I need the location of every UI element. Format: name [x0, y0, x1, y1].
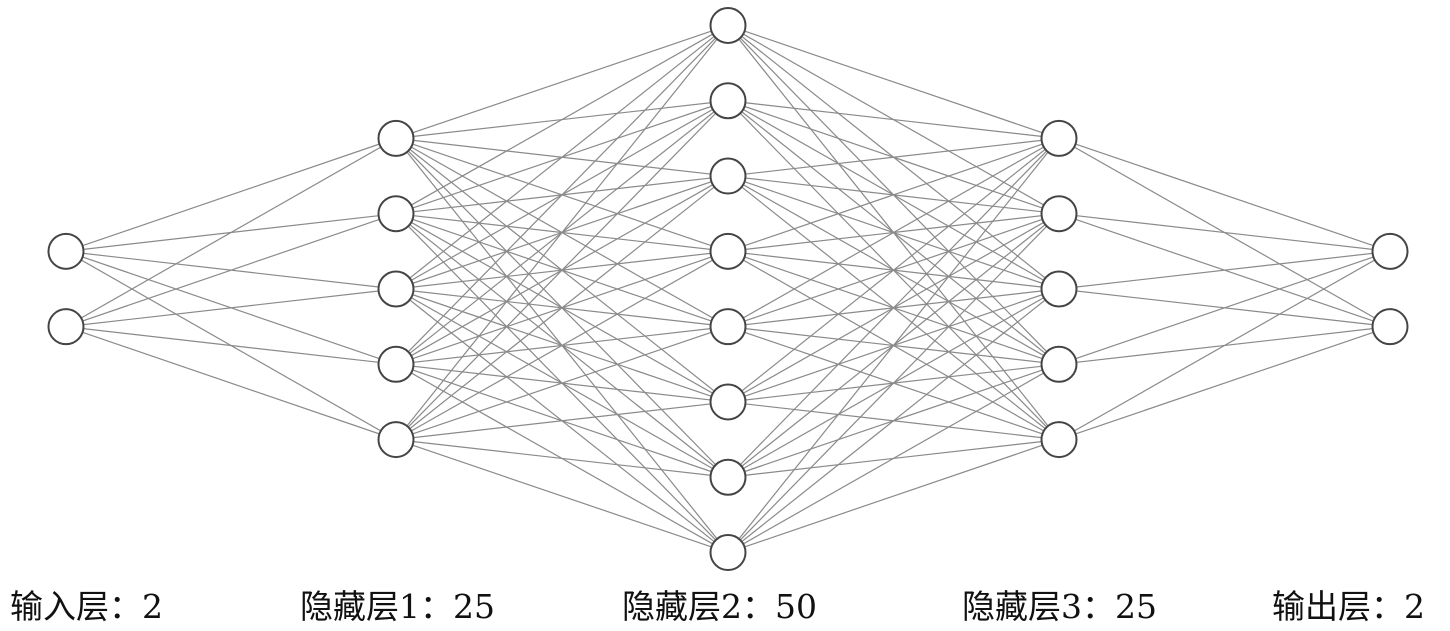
neuron-layer-3-node-2 [1040, 270, 1078, 308]
neuron-layer-1-node-1 [377, 195, 415, 233]
edge-l3n1-l4n0 [1058, 213, 1391, 252]
neuron-layer-3-node-4 [1040, 421, 1078, 459]
neuron-layer-2-node-6 [709, 458, 747, 496]
edge-l2n4-l3n0 [727, 137, 1060, 328]
edge-l1n4-l2n0 [395, 25, 729, 440]
neuron-layer-0-node-1 [47, 308, 85, 346]
edge-l2n3-l3n0 [727, 137, 1060, 252]
neuron-layer-3-node-1 [1040, 195, 1078, 233]
edge-l3n2-l4n0 [1058, 250, 1391, 290]
neuron-layer-2-node-1 [709, 82, 747, 120]
edge-l1n4-l2n5 [395, 401, 729, 441]
edge-l1n2-l2n0 [395, 24, 729, 290]
hidden-layer-2-label: 隐藏层2：50 [622, 587, 817, 626]
neuron-layer-3-node-3 [1040, 345, 1078, 383]
neuron-layer-1-node-2 [377, 270, 415, 308]
edge-l2n6-l3n0 [727, 137, 1060, 478]
hidden-layer-3-label: 隐藏层3：25 [962, 587, 1157, 626]
neuron-layer-4-node-0 [1371, 232, 1409, 270]
connection-edges [65, 24, 1391, 554]
neuron-layer-2-node-7 [709, 534, 747, 572]
edge-l3n0-l4n0 [1058, 137, 1391, 252]
neuron-layer-2-node-3 [709, 232, 747, 270]
neuron-layer-3-node-0 [1040, 119, 1078, 157]
neuron-layer-2-node-2 [709, 157, 747, 195]
edge-l2n2-l3n0 [727, 137, 1060, 177]
neuron-nodes [47, 6, 1409, 572]
edge-l1n1-l2n0 [395, 24, 729, 215]
edge-l1n4-l2n1 [395, 100, 729, 441]
edge-l0n1-l1n4 [65, 326, 397, 441]
neuron-layer-0-node-0 [47, 232, 85, 270]
edge-l1n0-l2n0 [395, 24, 729, 139]
edge-l2n5-l3n0 [727, 137, 1060, 403]
edge-l2n0-l3n0 [727, 24, 1060, 139]
edge-l2n7-l3n1 [727, 213, 1060, 553]
edge-l1n4-l2n7 [395, 439, 729, 554]
edge-l2n1-l3n0 [727, 100, 1060, 139]
output-layer-label: 输出层：2 [1272, 587, 1425, 626]
edge-l2n7-l3n4 [727, 439, 1060, 554]
edge-l2n7-l3n0 [727, 138, 1060, 553]
edge-l1n4-l2n6 [395, 439, 729, 478]
edge-l0n1-l1n0 [65, 137, 397, 328]
neuron-layer-1-node-0 [377, 119, 415, 157]
neuron-layer-2-node-0 [709, 6, 747, 44]
edge-l0n0-l1n0 [65, 137, 397, 252]
neuron-layer-4-node-1 [1371, 308, 1409, 346]
neuron-layer-2-node-4 [709, 308, 747, 346]
edge-l1n3-l2n0 [395, 25, 729, 365]
neuron-layer-1-node-4 [377, 421, 415, 459]
edge-l2n7-l3n2 [727, 288, 1060, 554]
edge-l3n4-l4n1 [1058, 326, 1391, 441]
edge-l0n1-l1n3 [65, 326, 397, 365]
edge-l1n4-l2n2 [395, 175, 729, 441]
edge-l1n4-l2n4 [395, 326, 729, 441]
neuron-layer-1-node-3 [377, 345, 415, 383]
hidden-layer-1-label: 隐藏层1：25 [300, 587, 495, 626]
edge-l0n1-l1n1 [65, 213, 397, 328]
edge-l2n7-l3n3 [727, 363, 1060, 554]
edge-l0n1-l1n2 [65, 288, 397, 328]
neuron-layer-2-node-5 [709, 383, 747, 421]
edge-l1n4-l2n3 [395, 250, 729, 441]
edge-l3n3-l4n0 [1058, 250, 1391, 365]
input-layer-label: 输入层：2 [10, 587, 163, 626]
edge-l3n4-l4n0 [1058, 250, 1391, 441]
